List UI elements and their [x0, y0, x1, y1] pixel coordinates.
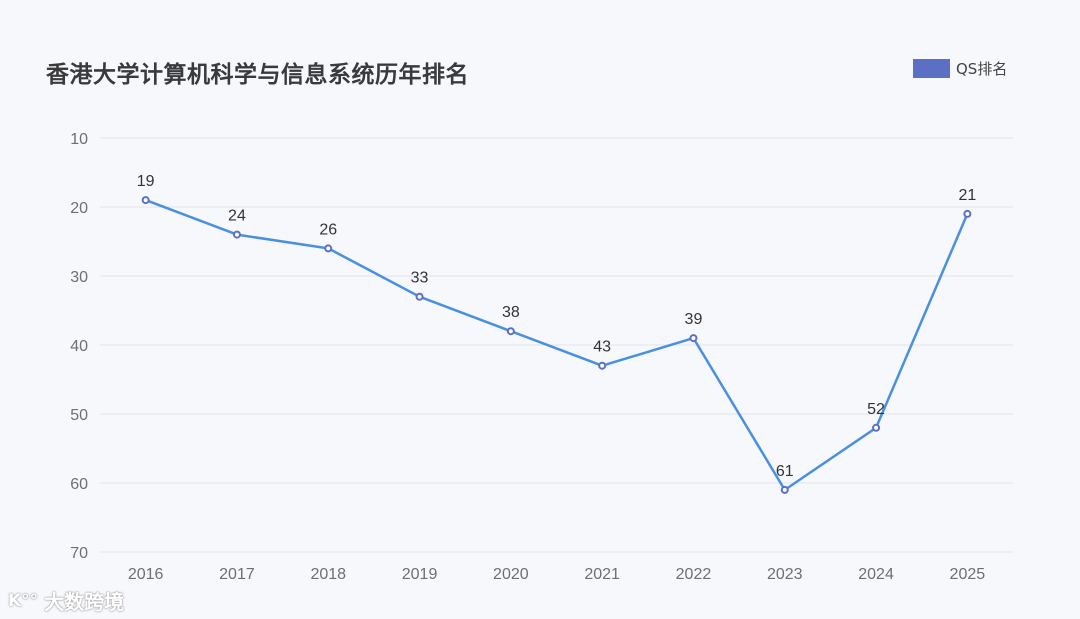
data-point[interactable] [415, 292, 424, 301]
k100-logo-icon: K°° [8, 590, 39, 611]
x-tick-label: 2020 [493, 566, 529, 583]
x-tick-label: 2017 [219, 566, 255, 583]
data-label: 52 [867, 401, 885, 418]
x-tick-label: 2024 [858, 566, 894, 583]
data-label: 19 [137, 173, 155, 190]
x-tick-label: 2016 [128, 566, 164, 583]
y-tick-label: 50 [70, 407, 88, 424]
legend-label: QS排名 [956, 60, 1008, 78]
x-tick-label: 2022 [676, 566, 712, 583]
data-point[interactable] [872, 423, 881, 432]
y-tick-label: 30 [70, 269, 88, 286]
data-label: 43 [593, 339, 611, 356]
data-label: 21 [958, 187, 976, 204]
watermark: K°° 大数跨境 [8, 586, 124, 615]
x-tick-label: 2018 [310, 566, 346, 583]
x-tick-label: 2021 [584, 566, 620, 583]
data-point[interactable] [598, 361, 607, 370]
data-label: 39 [685, 311, 703, 328]
data-label: 24 [228, 208, 246, 225]
y-tick-label: 40 [70, 338, 88, 355]
x-tick-label: 2019 [402, 566, 438, 583]
watermark-text: 大数跨境 [44, 590, 125, 614]
chart-title: 香港大学计算机科学与信息系统历年排名 [46, 62, 469, 88]
y-tick-label: 70 [70, 545, 88, 562]
legend-swatch [913, 59, 950, 78]
x-tick-label: 2025 [950, 566, 986, 583]
data-label: 26 [319, 221, 337, 238]
data-point[interactable] [780, 485, 789, 494]
data-point[interactable] [232, 230, 241, 239]
data-point[interactable] [324, 244, 333, 253]
data-point[interactable] [141, 196, 150, 205]
data-label: 38 [502, 304, 520, 321]
data-label: 33 [411, 270, 429, 287]
data-point[interactable] [689, 334, 698, 343]
data-point[interactable] [506, 327, 515, 336]
data-point[interactable] [963, 209, 972, 218]
y-tick-label: 60 [70, 476, 88, 493]
x-tick-label: 2023 [767, 566, 803, 583]
series-line [145, 198, 969, 492]
y-tick-label: 20 [70, 200, 88, 217]
data-label: 61 [776, 463, 794, 480]
legend[interactable]: QS排名 [913, 58, 1007, 79]
y-tick-label: 10 [70, 131, 88, 148]
